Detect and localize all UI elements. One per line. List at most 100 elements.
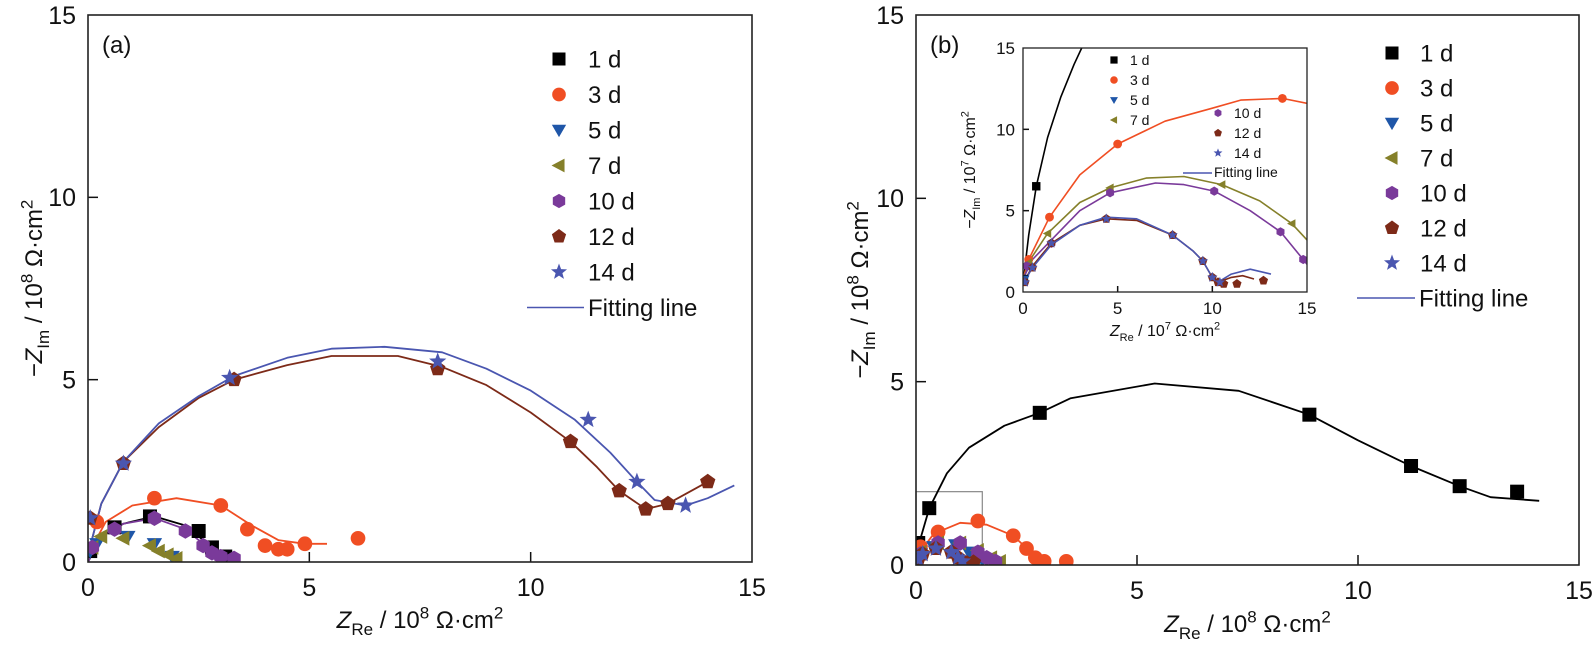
legend-marker-5d (1384, 117, 1400, 131)
x-axis-title-part: Re (1179, 624, 1201, 643)
data-point-7d (93, 529, 108, 544)
data-point-7d (115, 530, 130, 546)
data-point-14d (949, 548, 967, 565)
legend-marker-10d (1385, 185, 1399, 201)
y-tick-label: 0 (1006, 283, 1015, 302)
legend-label: 1 d (1420, 40, 1453, 67)
y-axis-title-part: 7 (960, 160, 972, 166)
fit-line-1d (1023, 48, 1083, 284)
data-point-1d (922, 501, 937, 516)
x-axis-title-part: Ω·cm (1257, 611, 1322, 638)
data-point-1d (1032, 405, 1047, 420)
legend-marker-14d (1383, 254, 1401, 270)
data-point-14d (579, 410, 597, 428)
inset-legend-marker-7d (1109, 116, 1118, 124)
x-axis-title-part: Re (1120, 332, 1134, 344)
plot-area (916, 382, 1540, 565)
data-point-14d (88, 509, 99, 526)
legend-label: 7 d (588, 153, 621, 180)
y-axis-title-part: −Z (21, 347, 48, 377)
data-point-3d (279, 541, 295, 557)
data-point-10d (1299, 254, 1307, 265)
x-axis-title-part: / 10 (1201, 611, 1248, 638)
data-point-14d (676, 496, 695, 513)
data-point-10d (953, 535, 967, 551)
legend-label: 10 d (1420, 180, 1467, 207)
data-point-3d (257, 538, 273, 553)
legend-label: 1 d (588, 46, 621, 73)
legend-label: 12 d (1420, 215, 1467, 242)
x-axis-title-part: Z (336, 607, 353, 634)
data-point-7d (1216, 180, 1226, 190)
y-axis-title-part: −Z (847, 349, 874, 379)
data-point-3d (1058, 553, 1074, 565)
data-point-7d (141, 538, 156, 553)
legend-marker-1d (552, 52, 566, 66)
y-axis-title-part: / 10 (21, 283, 48, 330)
legend: 1 d 3 d 5 d 7 d 10 d 12 d 14 d Fitting line (527, 46, 697, 322)
data-point-14d (1167, 229, 1178, 240)
data-point-10d (988, 553, 1003, 565)
inset-legend-label: 12 d (1234, 125, 1261, 141)
x-tick-label: 15 (1298, 299, 1317, 318)
y-tick-label: 0 (62, 549, 76, 577)
data-point-3d (213, 498, 229, 513)
y-axis-title-part: −Z (962, 209, 979, 229)
legend-label: 7 d (1420, 145, 1453, 172)
inset-legend-label: 10 d (1234, 105, 1261, 121)
data-point-1d (1510, 484, 1525, 499)
legend-label: 10 d (588, 188, 635, 215)
y-axis-title-part: 8 (843, 275, 862, 284)
data-point-14d (1023, 276, 1031, 287)
data-point-3d (1019, 541, 1034, 556)
data-point-1d (1452, 479, 1467, 494)
y-axis-title-part: Ω·cm (21, 209, 48, 274)
legend-marker-5d (551, 124, 567, 138)
data-point-12d (965, 554, 982, 565)
plot-area (88, 345, 735, 562)
legend-label: 14 d (588, 259, 635, 286)
data-point-14d (953, 552, 972, 565)
data-point-14d (1101, 213, 1112, 224)
data-point-10d (1210, 186, 1219, 196)
x-tick-label: 5 (1113, 299, 1122, 318)
legend: 1 d 3 d 5 d 7 d 10 d 12 d 14 d Fitting line (1357, 40, 1528, 312)
y-axis-title-part: 2 (960, 111, 972, 117)
fit-line-3d (1023, 97, 1307, 280)
y-tick-label: 15 (48, 2, 76, 30)
y-tick-label: 15 (876, 2, 904, 30)
y-tick-label: 10 (876, 185, 904, 213)
data-point-1d (1302, 407, 1317, 422)
legend-marker-12d (551, 229, 567, 243)
inset-legend-label: 1 d (1130, 52, 1149, 68)
x-axis-title-part: 8 (420, 603, 429, 622)
data-point-14d (628, 472, 646, 490)
panel-label: (a) (102, 32, 131, 59)
data-point-12d (660, 495, 676, 511)
legend-label: Fitting line (1419, 285, 1528, 312)
data-point-3d (1113, 139, 1123, 149)
data-point-14d (1197, 255, 1209, 266)
inset-legend: 1 d 3 d 5 d 7 d 10 d 12 d 14 d Fitting line (1109, 52, 1278, 180)
data-point-10d (1106, 188, 1115, 198)
y-axis-title-part: 8 (17, 274, 36, 283)
y-axis-title-part: 2 (17, 200, 36, 209)
x-tick-label: 10 (1203, 299, 1222, 318)
data-point-3d (350, 530, 366, 546)
data-point-3d (1045, 212, 1054, 222)
x-axis-title-part: 2 (494, 603, 503, 622)
data-point-3d (147, 490, 162, 506)
y-axis-title-part: / 10 (962, 166, 979, 197)
fit-line-14d (1023, 216, 1272, 285)
y-tick-label: 15 (996, 39, 1015, 58)
x-axis-title-part: 8 (1247, 607, 1256, 626)
legend-marker-12d (1384, 220, 1400, 235)
data-point-14d (927, 539, 945, 556)
plot-area (1023, 48, 1307, 288)
x-tick-label: 0 (1018, 299, 1027, 318)
x-axis-title-part: Ω·cm (1171, 323, 1214, 340)
data-point-3d (1005, 528, 1021, 544)
data-point-10d (214, 548, 228, 562)
